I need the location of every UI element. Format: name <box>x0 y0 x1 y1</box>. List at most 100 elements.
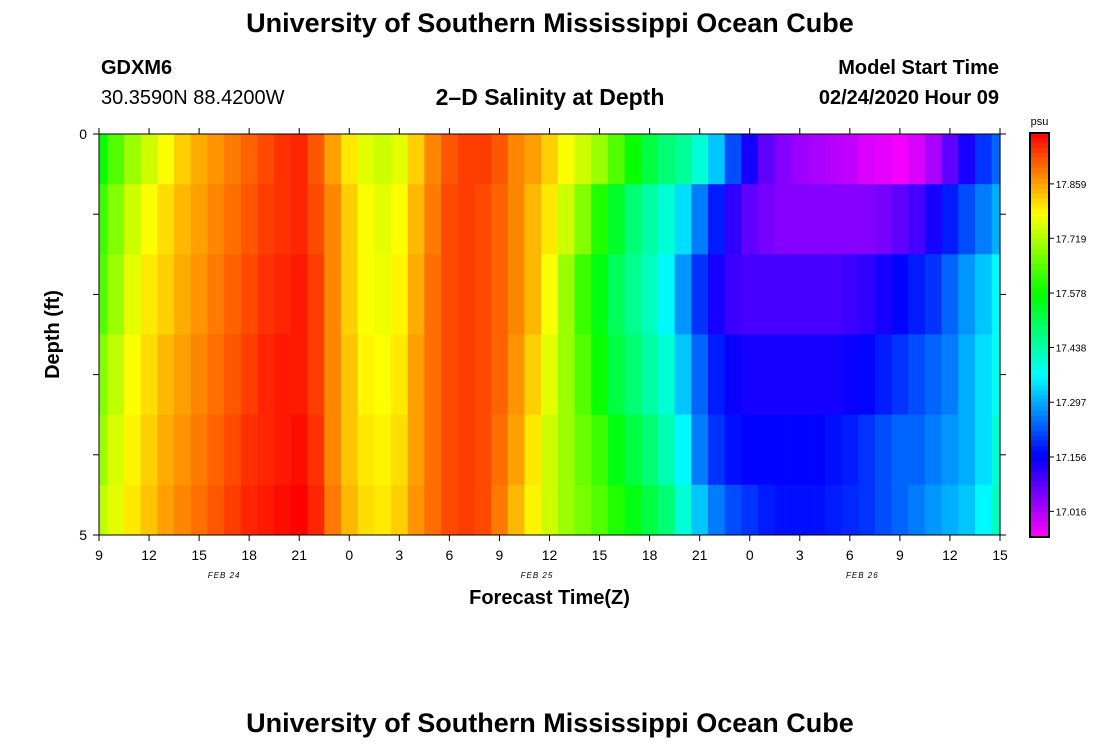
heatmap-cell <box>541 184 559 255</box>
x-tick-label: 15 <box>592 547 608 563</box>
heatmap-cell <box>974 484 993 536</box>
heatmap-cell <box>307 484 325 536</box>
heatmap-cell <box>858 254 876 335</box>
colorbar-segment <box>1030 496 1049 503</box>
heatmap-cell <box>691 134 709 185</box>
heatmap-cell <box>174 484 192 536</box>
heatmap-cell <box>491 484 509 536</box>
heatmap-cell <box>390 484 409 536</box>
heatmap-cell <box>207 184 225 255</box>
heatmap-cell <box>724 414 742 486</box>
heatmap-cell <box>974 414 993 486</box>
heatmap-cell <box>708 134 726 185</box>
heatmap-cell <box>491 334 509 416</box>
heatmap-cell <box>507 254 526 335</box>
heatmap-cell <box>357 134 375 185</box>
heatmap-cell <box>290 414 309 486</box>
heatmap-cell <box>207 484 225 536</box>
heatmap-cell <box>991 484 1001 536</box>
heatmap-cell <box>124 414 142 486</box>
heatmap-cell <box>307 334 325 416</box>
heatmap-cell <box>657 334 676 416</box>
heatmap-cell <box>157 334 175 416</box>
heatmap-cell <box>841 414 859 486</box>
heatmap-cell <box>874 184 893 255</box>
heatmap-cell <box>140 254 158 335</box>
heatmap-cell <box>424 334 442 416</box>
colorbar-segment <box>1030 213 1049 220</box>
x-tick-label: 9 <box>896 547 904 563</box>
heatmap-cell <box>224 134 242 185</box>
heatmap-cell <box>908 254 926 335</box>
colorbar-segment <box>1030 289 1049 296</box>
colorbar-segment <box>1030 365 1049 371</box>
heatmap-cell <box>224 414 242 486</box>
heatmap-cell <box>774 254 793 335</box>
heatmap-cell <box>691 184 709 255</box>
heatmap-cell <box>741 334 759 416</box>
chart-title: 2–D Salinity at Depth <box>435 84 665 110</box>
x-tick-label: 15 <box>992 547 1008 563</box>
heatmap-cell <box>457 184 476 255</box>
heatmap-cell <box>657 484 676 536</box>
heatmap-cell <box>407 134 425 185</box>
heatmap-cell <box>99 184 108 255</box>
x-tick-label: 9 <box>95 547 103 563</box>
heatmap-cell <box>758 334 776 416</box>
heatmap-cell <box>774 414 793 486</box>
heatmap-cell <box>457 134 476 185</box>
colorbar-segment <box>1030 491 1049 498</box>
heatmap-cell <box>324 184 342 255</box>
heatmap-cell <box>190 414 209 486</box>
heatmap-cell <box>908 414 926 486</box>
heatmap-cell <box>207 414 225 486</box>
heatmap-cell <box>641 484 659 536</box>
heatmap-cell <box>424 484 442 536</box>
heatmap-cell <box>974 184 993 255</box>
heatmap-cell <box>657 254 676 335</box>
heatmap-cell <box>574 134 592 185</box>
heatmap-cell <box>390 134 409 185</box>
heatmap-cell <box>657 134 676 185</box>
heatmap-cell <box>991 184 1001 255</box>
heatmap-cell <box>624 334 642 416</box>
heatmap-cell <box>908 134 926 185</box>
heatmap-cell <box>724 484 742 536</box>
colorbar-segment <box>1030 279 1049 286</box>
heatmap-cell <box>924 254 943 335</box>
heatmap-cell <box>340 484 359 536</box>
heatmap-cell <box>958 334 976 416</box>
heatmap-cell <box>824 254 843 335</box>
heatmap-cell <box>257 254 275 335</box>
colorbar-segment <box>1030 461 1049 467</box>
heatmap-cell <box>407 484 425 536</box>
colorbar-segment <box>1030 425 1049 432</box>
heatmap-cell <box>340 134 359 185</box>
heatmap-cell <box>257 334 275 416</box>
colorbar-segment <box>1030 526 1049 533</box>
heatmap-cell <box>891 134 909 185</box>
heatmap-cell <box>541 134 559 185</box>
heatmap-cell <box>457 414 476 486</box>
heatmap-cell <box>441 134 459 185</box>
heatmap-cell <box>224 484 242 536</box>
heatmap-cell <box>541 414 559 486</box>
colorbar-segment <box>1030 158 1049 164</box>
x-date-label: FEB 24 <box>208 571 241 580</box>
heatmap-cell <box>891 334 909 416</box>
heatmap-cell <box>908 184 926 255</box>
heatmap-cell <box>274 134 292 185</box>
heatmap-cell <box>741 184 759 255</box>
heatmap-cell <box>841 184 859 255</box>
heatmap-cell <box>891 414 909 486</box>
heatmap-cell <box>574 254 592 335</box>
colorbar-segment <box>1030 309 1049 316</box>
colorbar-segment <box>1030 319 1049 326</box>
colorbar-segment <box>1030 436 1049 442</box>
colorbar-segment <box>1030 481 1049 488</box>
x-tick-label: 6 <box>846 547 854 563</box>
heatmap-cell <box>641 414 659 486</box>
heatmap-cell <box>157 134 175 185</box>
heatmap-cell <box>390 184 409 255</box>
heatmap-cell <box>474 414 492 486</box>
